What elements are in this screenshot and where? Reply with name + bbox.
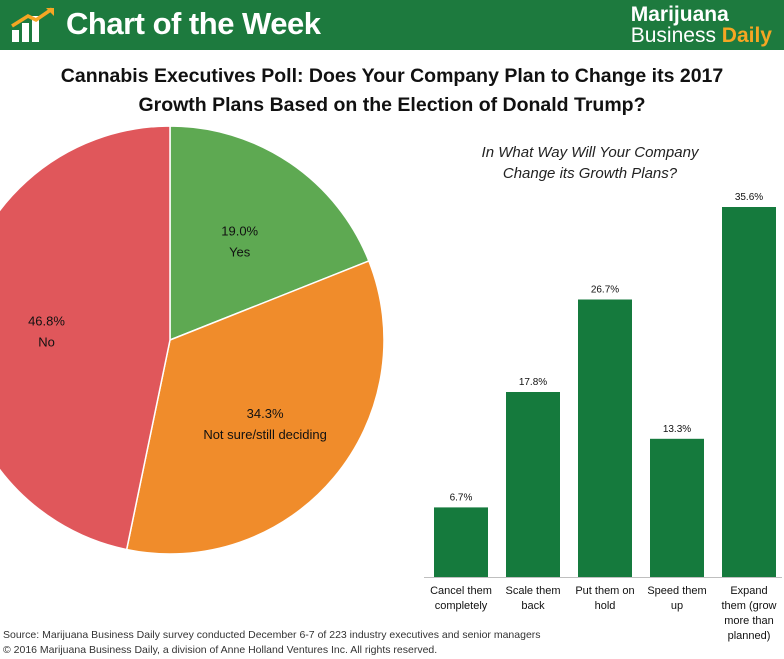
bar-value-label: 6.7% [450,492,473,503]
brand-line-2: Business Daily [631,25,772,46]
category-label: Expand [730,585,767,597]
category-label: Speed them [647,585,706,597]
source-text: Source: Marijuana Business Daily survey … [3,629,541,641]
chart-title: Cannabis Executives Poll: Does Your Comp… [0,62,784,120]
category-label: Put them on [575,585,634,597]
pie-slice-value-no: 46.8% [28,313,65,328]
bar-put-them-on [578,299,632,577]
pie-slice-label-yes: Yes [229,244,251,259]
category-label: Cancel them [430,585,492,597]
growth-bar-chart-icon [11,7,54,42]
bar-speed-them [650,438,704,577]
bar-value-label: 35.6% [735,192,763,203]
bar-chart-title-line-1: In What Way Will Your Company [481,144,699,161]
category-label: them (grow [721,600,776,612]
banner-title: Chart of the Week [66,6,321,41]
brand-business: Business [630,24,722,47]
bar-value-label: 26.7% [591,285,619,296]
bar-chart: 6.7% Cancel them completely 17.8% Scale them… [424,192,782,642]
copyright-text: © 2016 Marijuana Business Daily, a divis… [3,644,438,656]
pie-slice-value-yes: 19.0% [221,223,258,238]
category-label: Scale them [505,585,560,597]
bar-scale-them [506,392,560,577]
pie-slice-value-not-sure-still-deciding: 34.3% [247,406,284,421]
chart-title-line-1: Cannabis Executives Poll: Does Your Comp… [60,65,724,87]
chart-title-line-2: Growth Plans Based on the Election of Do… [138,94,646,116]
source-note: Source: Marijuana Business Daily survey … [3,628,541,658]
bar-expand [722,207,776,577]
header-banner: Chart of the Week Marijuana Business Dai… [0,0,784,50]
pie-slice-label-not-sure-still-deciding: Not sure/still deciding [203,427,327,442]
pie-slice-not-sure-still-deciding [125,260,385,555]
brand-line-1: Marijuana [630,3,729,26]
brand-daily: Daily [721,24,772,47]
bar-chart-title: In What Way Will Your Company Change its… [430,142,750,184]
pie-slice-label-no: No [38,334,55,349]
category-label: completely [435,600,488,612]
category-label: planned) [728,630,771,642]
bar-value-label: 13.3% [663,424,691,435]
bar-value-label: 17.8% [519,377,547,388]
category-label: up [671,600,683,612]
category-label: more than [724,615,774,627]
brand-logo: Marijuana Business Daily [631,4,772,46]
bar-chart-title-line-2: Change its Growth Plans? [502,165,678,182]
pie-slice-yes [169,125,370,342]
bar-cancel-them [434,507,488,577]
category-label: back [521,600,545,612]
category-label: hold [595,600,616,612]
pie-chart: 19.0% Yes 34.3% Not sure/still deciding 46.8… [0,125,385,555]
pie-slice-no [0,125,171,551]
